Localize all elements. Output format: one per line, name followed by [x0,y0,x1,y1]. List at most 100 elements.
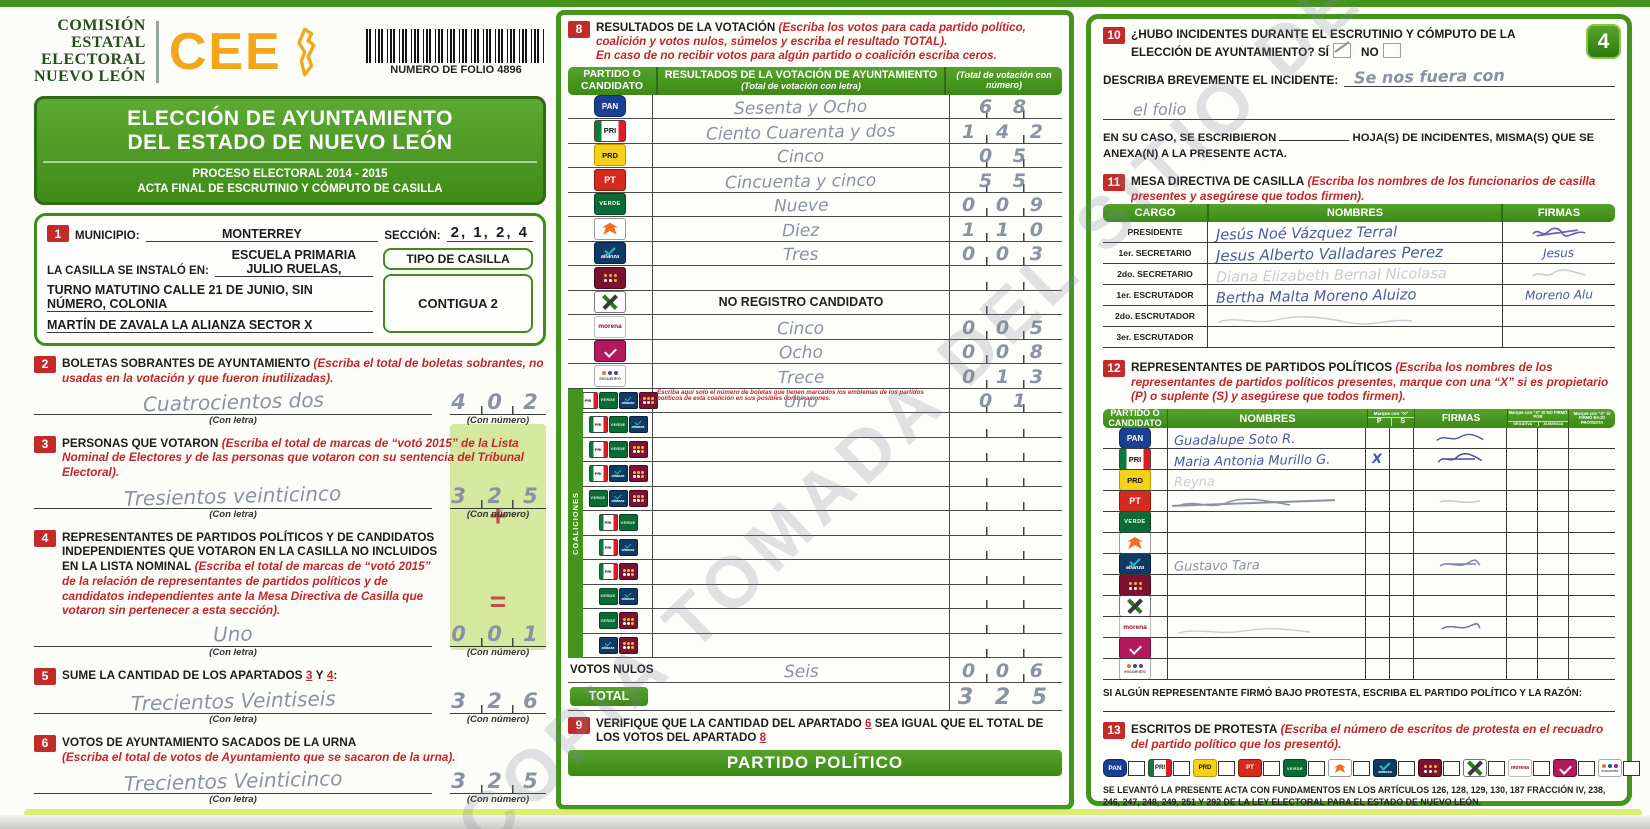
rep-row-pri: PRI Maria Antonia Murillo G. X [1103,449,1615,471]
protesta-logos-row: PAN PRI PRD PT VERDE alianza morena encu… [1103,759,1640,778]
seccion-value: 2, 1, 2, 4 [446,224,533,243]
hojas-blank [1279,130,1350,141]
section9-text1: VERIFIQUE QUE LA CANTIDAD DEL APARTADO [596,716,862,730]
movimiento-ciudadano-logo [1119,533,1151,554]
no-label: NO [1360,44,1379,59]
prd-logo: PRD [594,144,626,167]
section11: 11 MESA DIRECTIVA DE CASILLA (Escriba lo… [1103,174,1615,203]
signature-scribble [1436,433,1484,442]
coalition-note: Escriba aquí solo el número de boletas q… [657,388,924,403]
democrata-logo [628,465,648,483]
humanista-logo [1119,638,1151,659]
democrata-logo [594,266,626,289]
morena-logo: morena [1508,759,1532,778]
signature-scribble [1441,623,1481,630]
coalition-row-1: PRI VERDE alianza Escriba aquí solo el n… [568,388,1062,414]
coalition-row-11: alianza [568,633,1062,659]
con-letra-label: (Con letra) [209,414,257,426]
vote-letra: Ciento Cuarenta y dos [706,121,896,143]
cruzada-ciudadana-logo [1119,596,1151,617]
firma-handwriting: Moreno Alu [1524,287,1594,303]
subtitle-line2: ACTA FINAL DE ESCRUTINIO Y CÓMPUTO DE CA… [137,182,443,195]
section4-desc: (Escriba el total de marcas de “votó 201… [62,559,431,618]
section4: 4 REPRESENTANTES DE PARTIDOS POLÍTICOS Y… [34,529,546,659]
democrata-logo [618,563,638,581]
vote-letra: Sesenta y Ocho [734,97,868,119]
verde-logo: VERDE [588,489,608,507]
cargo-label: 3er. ESCRUTADOR [1103,326,1208,347]
seccion-label: SECCIÓN: [384,230,441,243]
protesta-count-box [1128,760,1145,776]
nueva-alianza-logo: alianza [608,465,628,483]
col-s: S [1400,418,1406,426]
coalition-row-3: PRI VERDE [568,437,1062,463]
pri-logo: PRI [598,538,618,556]
prd-logo: PRD [1119,470,1151,491]
rep-row-democrata [1103,575,1615,597]
protesta-count-box [1218,760,1235,776]
section12-badge: 12 [1103,359,1125,377]
vote-row-humanista: Ocho 0 0 8 [568,339,1062,365]
pan-logo: PAN [594,95,626,118]
nombre-handwriting: Reyna [1173,474,1216,491]
section5-y: Y [315,668,324,683]
nueva-alianza-logo: alianza [608,489,628,507]
votos-nulos-label: VOTOS NULOS [570,663,654,676]
section3-letra-handwriting: Tresientos veinticinco [124,480,342,511]
firma-handwriting: Jesus [1543,245,1575,261]
protesta-blank-line [1103,709,1615,713]
con-numero-label: (Con número) [466,414,530,426]
section8-desc1: (Escriba los votos para cada partido pol… [596,21,1026,49]
rep-row-verde: VERDE [1103,512,1615,534]
pri-logo: PRI [588,440,608,458]
movimiento-ciudadano-logo [594,217,626,240]
vote-numero: 1 1 0 [962,218,1050,241]
section6: 6 VOTOS DE AYUNTAMIENTO SACADOS DE LA UR… [34,735,546,805]
section11-badge: 11 [1103,174,1125,192]
vote-numero: 0 5 [978,145,1034,168]
ref-apartado3: 3 [305,668,313,683]
democrata-logo [628,440,648,458]
section13: 13 ESCRITOS DE PROTESTA (Escriba el núme… [1103,722,1615,751]
verde-logo: VERDE [598,587,618,605]
si-checkbox [1332,41,1351,58]
section9: 9 VERIFIQUE QUE LA CANTIDAD DEL APARTADO… [568,716,1062,746]
pt-logo: PT [594,168,626,191]
pt-logo: PT [1238,759,1262,778]
signature-scribble [1532,227,1586,237]
col-resultados-sub: (Total de votación con letra) [741,80,861,91]
col-p: P [1368,418,1392,426]
con-numero-label: (Con número) [466,647,530,659]
nombre-handwriting: Diana Elizabeth Bernal Nicolasa [1215,265,1447,284]
votes-table-header: PARTIDO O CANDIDATO RESULTADOS DE LA VOT… [568,67,1062,95]
pri-logo: PRI [1148,759,1172,778]
vote-letra: Uno [784,392,818,413]
verde-logo: VERDE [1119,512,1151,533]
democrata-logo [618,636,638,654]
coalition-row-2: PRI VERDE alianza [568,413,1062,438]
vote-row-encuentro-social: encuentro Trece 0 1 3 [568,364,1062,389]
rep-row-movimiento-ciudadano [1103,533,1615,555]
vote-numero: 6 8 [978,96,1034,119]
folio-number: NUMERO DE FOLIO 4896 [390,63,522,76]
cargo-label: 2do. SECRETARIO [1103,263,1208,284]
name-scribble [1217,316,1413,325]
section1-badge: 1 [47,225,69,243]
vote-numero: 0 0 8 [962,341,1050,364]
nueva-alianza-logo: alianza [618,538,638,556]
section4-badge: 4 [34,529,56,547]
coaliciones-band: COALICIONES [568,388,583,659]
section9-text2: SEA IGUAL QUE EL TOTAL DE LOS VOTOS DEL … [596,716,1044,744]
nueva-alianza-logo: alianza [594,242,626,265]
col-ausencia: AUSENCIA [1543,422,1564,427]
nombre-handwriting: Jesús Noé Vázquez Terral [1215,224,1398,242]
total-numero: 3 2 5 [957,685,1055,711]
legal-text: SE LEVANTÓ LA PRESENTE ACTA CON FUNDAMEN… [1103,785,1606,808]
col-firmas: FIRMAS [1415,409,1508,429]
nueva-alianza-logo: alianza [1119,554,1151,575]
cargo-label: 1er. SECRETARIO [1103,242,1208,263]
section12: 12 REPRESENTANTES DE PARTIDOS POLÍTICOS … [1103,359,1615,404]
col-nombres: NOMBRES [1209,203,1503,222]
section2-numero-handwriting: 4 0 2 [451,389,545,414]
democrata-logo [1119,575,1151,596]
